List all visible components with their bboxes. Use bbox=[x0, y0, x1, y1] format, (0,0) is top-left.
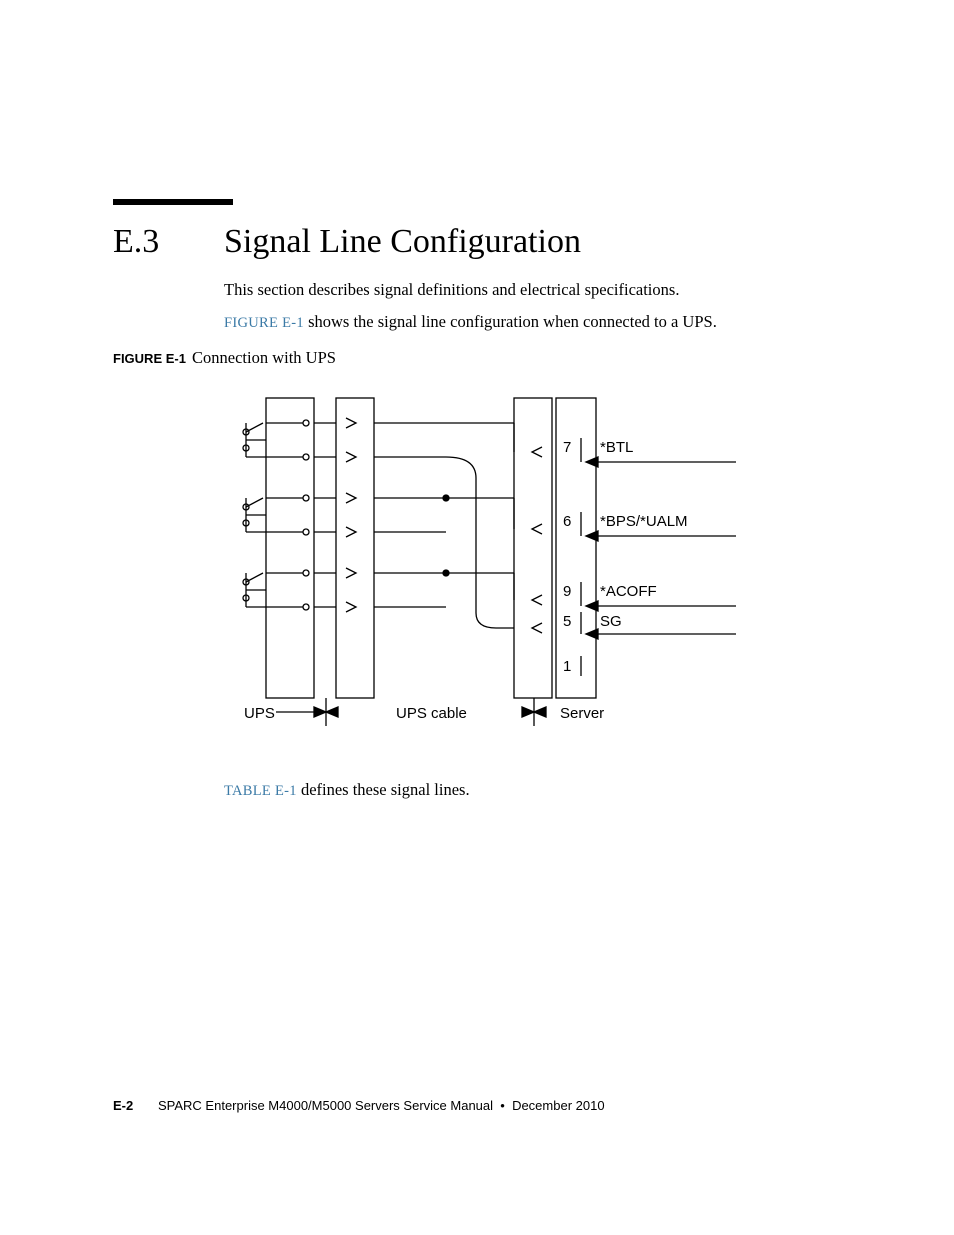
page: E.3 Signal Line Configuration This secti… bbox=[0, 0, 954, 1235]
figure-ref-link[interactable]: FIGURE E-1 bbox=[224, 315, 304, 331]
table-ref-link[interactable]: TABLE E-1 bbox=[224, 783, 297, 799]
footer-page-number: E-2 bbox=[113, 1098, 133, 1113]
figure-caption: Connection with UPS bbox=[192, 348, 336, 368]
pin-9-num: 9 bbox=[563, 583, 571, 600]
table-ref-rest: defines these signal lines. bbox=[297, 780, 470, 799]
pin-6-label: *BPS/*UALM bbox=[600, 513, 688, 530]
pin-7-label: *BTL bbox=[600, 439, 633, 456]
pin-5-label: SG bbox=[600, 613, 622, 630]
footer-manual-title: SPARC Enterprise M4000/M5000 Servers Ser… bbox=[158, 1098, 605, 1113]
server-bottom-label: Server bbox=[560, 705, 604, 722]
footer-manual: SPARC Enterprise M4000/M5000 Servers Ser… bbox=[158, 1098, 493, 1113]
footer-date: December 2010 bbox=[512, 1098, 605, 1113]
cable-bottom-label: UPS cable bbox=[396, 705, 467, 722]
figure-label: FIGURE E-1 bbox=[113, 351, 186, 366]
ups-diagram: 7 6 9 5 1 *BTL *BPS/*UALM *ACOFF SG UPS … bbox=[216, 388, 776, 758]
pin-1-num: 1 bbox=[563, 658, 571, 675]
section-rule bbox=[113, 199, 233, 205]
section-title: Signal Line Configuration bbox=[224, 223, 581, 261]
ups-bottom-label: UPS bbox=[244, 705, 275, 722]
figure-ref-sentence: FIGURE E-1 shows the signal line configu… bbox=[224, 310, 717, 334]
intro-paragraph: This section describes signal definition… bbox=[224, 278, 679, 302]
pin-5-num: 5 bbox=[563, 613, 571, 630]
footer-sep: • bbox=[500, 1098, 505, 1113]
pin-6-num: 6 bbox=[563, 513, 571, 530]
section-number: E.3 bbox=[113, 223, 159, 261]
pin-9-label: *ACOFF bbox=[600, 583, 657, 600]
table-ref-sentence: TABLE E-1 defines these signal lines. bbox=[224, 778, 470, 802]
pin-7-num: 7 bbox=[563, 439, 571, 456]
figure-ref-rest: shows the signal line configuration when… bbox=[304, 312, 717, 331]
